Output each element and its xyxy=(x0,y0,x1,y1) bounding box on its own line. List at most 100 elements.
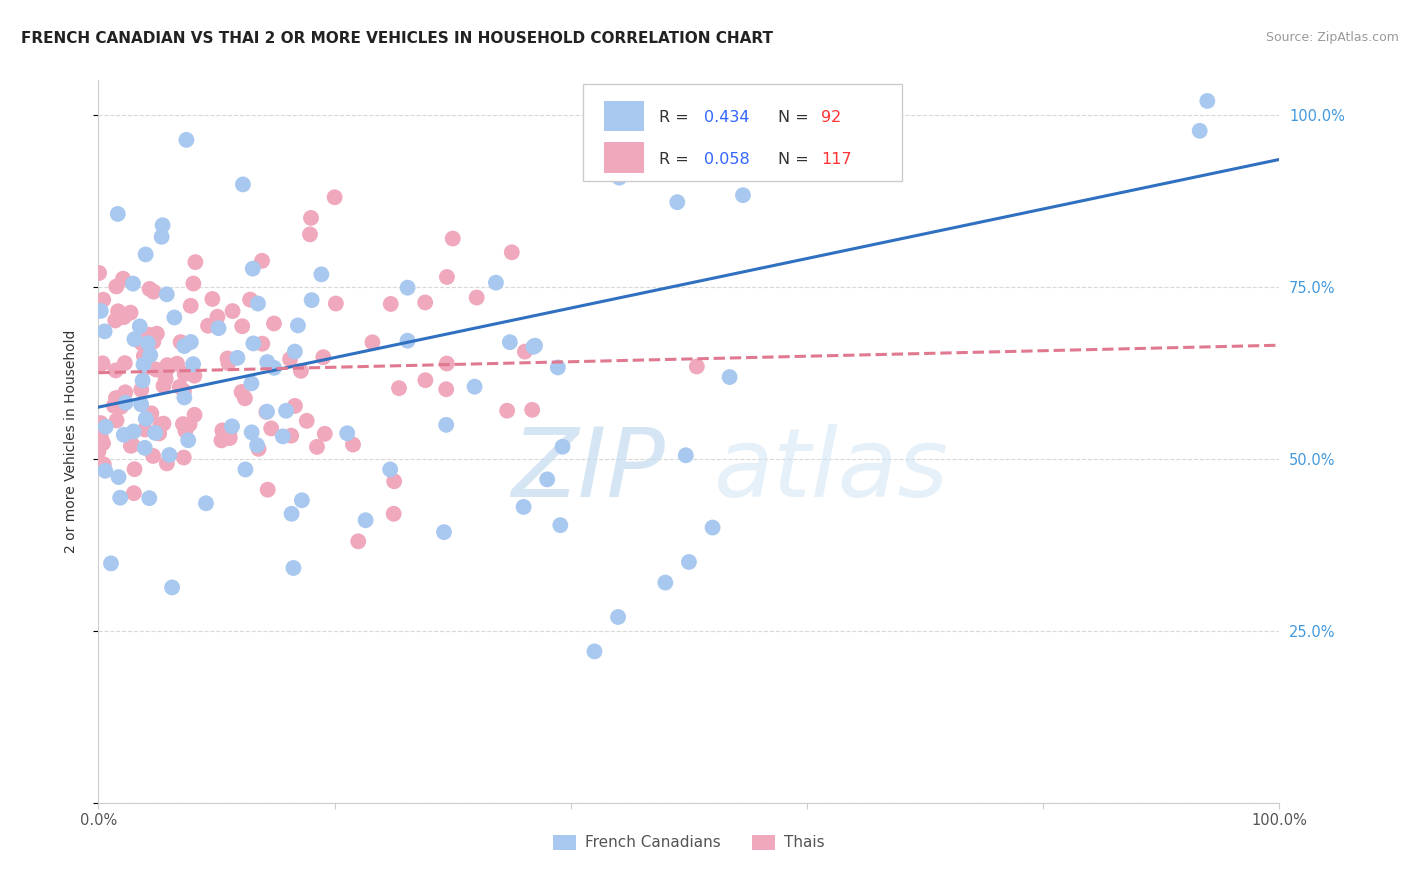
Point xyxy=(235,462,257,476)
Point xyxy=(361,335,384,350)
Point xyxy=(513,344,536,359)
Point xyxy=(94,420,117,434)
Point xyxy=(323,190,346,204)
Point xyxy=(132,336,155,351)
Point xyxy=(271,429,294,443)
Point xyxy=(152,379,174,393)
Point xyxy=(434,417,457,432)
Point xyxy=(283,561,305,575)
Point xyxy=(174,424,197,438)
Point xyxy=(312,350,335,364)
Point xyxy=(156,287,179,301)
Point xyxy=(434,382,457,396)
Point xyxy=(173,339,195,353)
Point xyxy=(155,372,177,386)
Point xyxy=(731,188,754,202)
Point xyxy=(583,644,606,658)
Point xyxy=(148,426,170,441)
Y-axis label: 2 or more Vehicles in Household: 2 or more Vehicles in Household xyxy=(63,330,77,553)
Point xyxy=(122,277,145,291)
Point xyxy=(172,417,194,431)
Point xyxy=(686,359,709,374)
Point xyxy=(105,279,128,293)
Text: 0.058: 0.058 xyxy=(704,153,749,168)
Point xyxy=(278,352,301,367)
Point xyxy=(242,261,264,276)
Point xyxy=(173,391,195,405)
Point xyxy=(382,475,405,489)
Point xyxy=(149,417,172,432)
Point xyxy=(169,380,191,394)
Point xyxy=(226,351,249,365)
Point xyxy=(132,358,155,372)
Point xyxy=(184,255,207,269)
Point xyxy=(128,319,150,334)
Point xyxy=(207,310,229,324)
Point xyxy=(347,534,370,549)
Point xyxy=(218,425,240,440)
Point xyxy=(177,434,200,448)
Point xyxy=(136,336,159,351)
Point xyxy=(675,448,697,462)
Point xyxy=(413,295,436,310)
Point xyxy=(131,374,153,388)
Point xyxy=(201,292,224,306)
Text: R =: R = xyxy=(659,111,695,126)
Point xyxy=(207,321,229,335)
Point xyxy=(260,421,283,435)
Point xyxy=(90,430,112,444)
Point xyxy=(211,424,233,438)
Point xyxy=(114,396,136,410)
Point xyxy=(142,285,165,299)
Point xyxy=(311,268,333,282)
Point xyxy=(464,379,486,393)
Point xyxy=(607,170,630,185)
Point xyxy=(682,94,704,108)
Point xyxy=(536,472,558,486)
Point xyxy=(256,355,278,369)
Point xyxy=(250,253,273,268)
Point xyxy=(299,211,322,225)
Point xyxy=(231,384,253,399)
Point xyxy=(380,297,402,311)
Point xyxy=(256,483,278,497)
Point xyxy=(197,318,219,333)
Point xyxy=(135,247,157,261)
Point xyxy=(247,442,270,456)
Bar xyxy=(605,143,644,173)
Point xyxy=(388,381,411,395)
Text: 92: 92 xyxy=(821,111,841,126)
Point xyxy=(256,405,278,419)
FancyBboxPatch shape xyxy=(582,84,901,181)
Point xyxy=(141,406,163,420)
Point xyxy=(120,305,142,319)
Point xyxy=(90,304,112,318)
Point xyxy=(87,358,110,372)
Point xyxy=(124,462,146,476)
Point xyxy=(94,464,117,478)
Point xyxy=(108,491,131,505)
Point xyxy=(103,399,125,413)
Point xyxy=(169,335,191,350)
Text: N =: N = xyxy=(778,111,814,126)
Point xyxy=(107,207,129,221)
Text: 0.434: 0.434 xyxy=(704,111,749,126)
Point xyxy=(522,402,544,417)
Point xyxy=(496,403,519,417)
Point xyxy=(433,525,456,540)
Point xyxy=(280,507,302,521)
Point xyxy=(547,360,569,375)
Point xyxy=(156,358,179,372)
Point xyxy=(232,178,254,192)
Point xyxy=(104,363,127,377)
Point xyxy=(396,280,419,294)
Text: N =: N = xyxy=(778,153,814,168)
Point xyxy=(139,348,162,362)
Point xyxy=(436,270,458,285)
Point xyxy=(129,397,152,411)
Point xyxy=(415,373,437,387)
Point xyxy=(291,493,314,508)
Point xyxy=(298,227,321,242)
Point xyxy=(551,440,574,454)
Point xyxy=(112,310,135,324)
